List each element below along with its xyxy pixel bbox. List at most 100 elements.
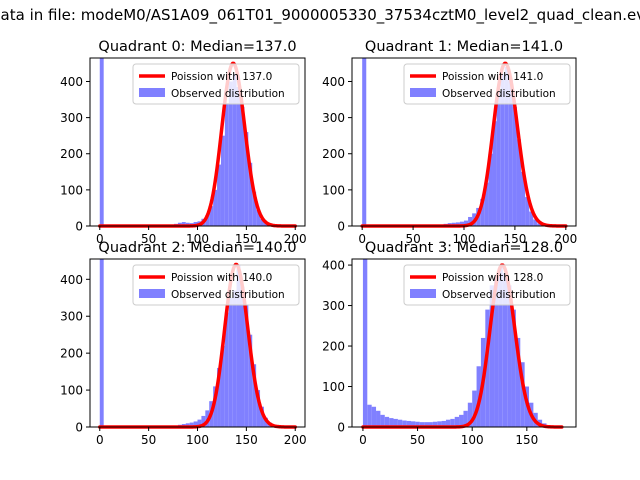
histogram-bar	[424, 422, 429, 427]
y-tick-label: 300	[322, 111, 345, 125]
y-tick-label: 400	[60, 75, 83, 89]
y-tick-label: 200	[322, 340, 345, 354]
histogram-bar	[492, 121, 497, 226]
quadrant-3-panel: 0 50 100 150 0 100 200 300 400 Quadrant 3: Median…	[322, 240, 577, 447]
legend: Poission with 128.0 Observed distribution	[403, 264, 571, 306]
histogram-bar	[485, 309, 490, 427]
histogram-bar	[213, 386, 218, 427]
x-tick-label: 150	[235, 232, 258, 246]
legend-box	[403, 63, 571, 105]
histogram-bar	[389, 418, 394, 427]
x-tick-label: 100	[461, 433, 484, 447]
x-tick-label: 50	[141, 232, 156, 246]
histogram-bar	[256, 209, 261, 226]
panel-title: Quadrant 3: Median=128.0	[365, 240, 563, 256]
panel-title: Quadrant 2: Median=140.0	[98, 240, 296, 256]
histogram-bar	[468, 216, 473, 226]
histogram-bar	[371, 406, 377, 427]
histogram-bar	[248, 162, 253, 226]
y-tick-label: 100	[60, 384, 83, 398]
x-tick-label: 100	[186, 232, 209, 246]
x-tick-label: 150	[235, 433, 258, 447]
histogram-bar	[236, 86, 241, 226]
histogram-bar	[380, 414, 385, 427]
legend: Poission with 141.0 Observed distribution	[403, 63, 571, 105]
histogram-bar	[507, 285, 512, 427]
quadrant-2-panel: 0 50 100 150 200 0 100 200 300 400 Quadrant 2: Med…	[60, 240, 307, 447]
histogram-bar	[201, 415, 206, 427]
histogram-bar	[185, 423, 190, 427]
histogram-bar	[500, 74, 505, 227]
histogram-bar	[489, 285, 495, 427]
histogram-bar	[260, 406, 264, 427]
figure-suptitle: Data in file: modeM0/AS1A09_061T01_90000…	[0, 6, 640, 25]
histogram-bar	[454, 416, 460, 427]
histogram-bar	[217, 164, 221, 226]
legend-bar-swatch	[410, 88, 436, 97]
histogram-bar	[512, 106, 517, 226]
histogram-bar	[520, 362, 525, 427]
histogram-bar	[455, 222, 460, 226]
x-tick-label: 0	[359, 433, 367, 447]
x-tick-label: 0	[96, 232, 104, 246]
histogram-bar	[220, 345, 225, 427]
y-tick-label: 200	[60, 347, 83, 361]
x-tick-label: 50	[141, 433, 156, 447]
y-tick-label: 300	[60, 111, 83, 125]
histogram-bar	[232, 290, 237, 427]
x-tick-label: 100	[186, 433, 209, 447]
legend: Poission with 140.0 Observed distribution	[132, 264, 300, 306]
histogram-bar	[529, 211, 534, 226]
histogram-bar	[197, 419, 202, 427]
x-tick-label: 200	[554, 232, 577, 246]
histogram-bar	[415, 421, 420, 427]
histogram-bar	[393, 418, 398, 427]
histogram-bar	[467, 402, 473, 427]
histogram-bar	[181, 222, 186, 226]
y-tick-label: 200	[322, 147, 345, 161]
x-tick-label: 50	[405, 232, 420, 246]
histogram-bar	[419, 422, 425, 427]
histogram-bar	[494, 277, 499, 427]
observed-histogram	[362, 58, 554, 227]
histogram-bar	[450, 418, 455, 427]
histogram-bar	[367, 404, 372, 427]
histogram-bar	[459, 221, 464, 226]
y-tick-label: 200	[60, 147, 83, 161]
y-tick-label: 0	[337, 421, 345, 435]
histogram-bar	[263, 223, 268, 226]
histogram-bar	[217, 367, 221, 427]
histogram-bar	[516, 139, 522, 226]
histogram-bar	[402, 420, 407, 427]
axes-frame	[351, 258, 577, 428]
legend-label: Poission with 128.0	[442, 272, 543, 284]
y-tick-label: 0	[75, 421, 83, 435]
histogram-bar	[376, 410, 381, 427]
legend-bar-swatch	[139, 289, 165, 298]
histogram-bar	[384, 416, 390, 427]
legend: Poission with 137.0 Observed distribution	[132, 63, 300, 105]
histogram-bar	[515, 337, 521, 427]
histogram-bar	[533, 219, 538, 226]
y-tick-label: 300	[60, 310, 83, 324]
legend-label: Observed distribution	[442, 289, 556, 301]
histogram-bar	[362, 58, 367, 226]
x-tick-label: 150	[503, 232, 526, 246]
histogram-bar	[459, 414, 464, 427]
legend-bar-swatch	[410, 289, 436, 298]
x-tick-label: 200	[284, 232, 307, 246]
x-tick-label: 50	[410, 433, 425, 447]
legend-label: Poission with 140.0	[171, 272, 272, 284]
legend-label: Observed distribution	[171, 88, 285, 100]
legend-label: Observed distribution	[171, 289, 285, 301]
histogram-bar	[488, 153, 493, 226]
legend-label: Poission with 137.0	[171, 71, 272, 83]
x-tick-label: 0	[96, 433, 104, 447]
y-tick-label: 100	[322, 380, 345, 394]
histogram-bar	[213, 189, 218, 226]
legend-label: Poission with 141.0	[442, 71, 543, 83]
y-tick-label: 400	[322, 259, 345, 273]
histogram-bar	[498, 267, 503, 427]
histogram-bar	[244, 305, 249, 427]
